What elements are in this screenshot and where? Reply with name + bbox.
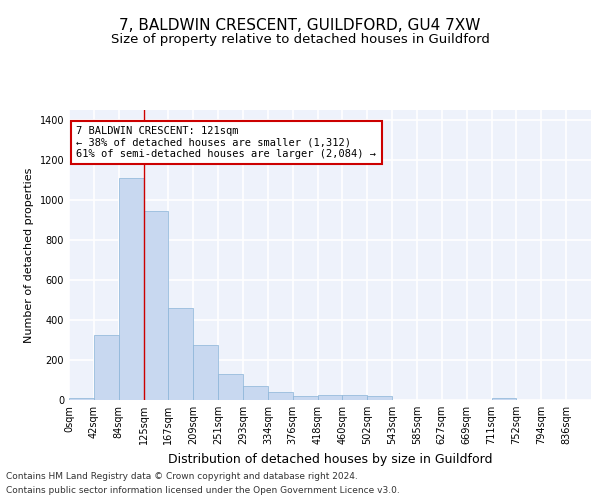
Bar [143,211,169,400]
Bar [94,335,119,400]
Bar [268,392,293,400]
Bar [491,398,517,400]
Bar [169,308,193,400]
Bar [193,345,218,400]
X-axis label: Distribution of detached houses by size in Guildford: Distribution of detached houses by size … [168,452,492,466]
Text: Contains HM Land Registry data © Crown copyright and database right 2024.: Contains HM Land Registry data © Crown c… [6,472,358,481]
Bar [367,396,392,400]
Bar [343,395,367,400]
Bar [293,396,317,400]
Bar [69,398,94,400]
Text: 7 BALDWIN CRESCENT: 121sqm
← 38% of detached houses are smaller (1,312)
61% of s: 7 BALDWIN CRESCENT: 121sqm ← 38% of deta… [76,126,376,159]
Text: 7, BALDWIN CRESCENT, GUILDFORD, GU4 7XW: 7, BALDWIN CRESCENT, GUILDFORD, GU4 7XW [119,18,481,32]
Text: Size of property relative to detached houses in Guildford: Size of property relative to detached ho… [110,32,490,46]
Y-axis label: Number of detached properties: Number of detached properties [24,168,34,342]
Bar [243,386,268,400]
Bar [317,395,343,400]
Text: Contains public sector information licensed under the Open Government Licence v3: Contains public sector information licen… [6,486,400,495]
Bar [218,374,243,400]
Bar [119,178,143,400]
